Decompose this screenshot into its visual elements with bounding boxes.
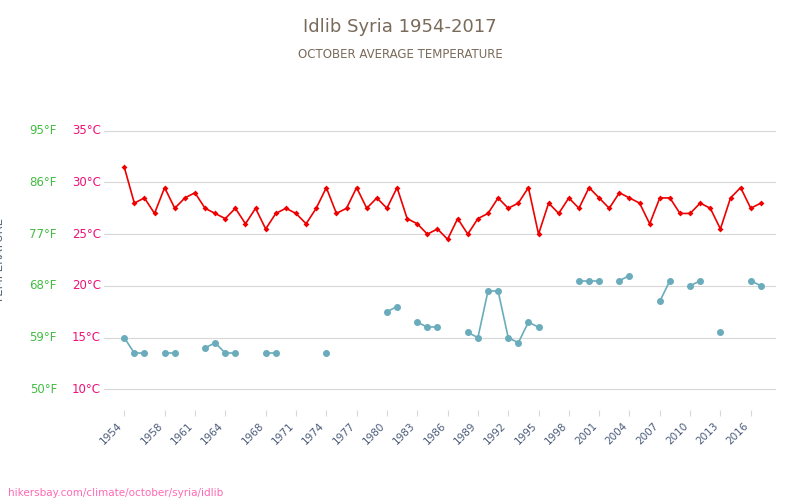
Text: 10°C: 10°C <box>72 383 101 396</box>
Text: OCTOBER AVERAGE TEMPERATURE: OCTOBER AVERAGE TEMPERATURE <box>298 48 502 60</box>
Text: Idlib Syria 1954-2017: Idlib Syria 1954-2017 <box>303 18 497 36</box>
Text: TEMPERATURE: TEMPERATURE <box>0 218 6 302</box>
Text: 15°C: 15°C <box>72 331 101 344</box>
Text: 68°F: 68°F <box>30 280 57 292</box>
Text: 59°F: 59°F <box>30 331 57 344</box>
Text: 20°C: 20°C <box>72 280 101 292</box>
Text: hikersbay.com/climate/october/syria/idlib: hikersbay.com/climate/october/syria/idli… <box>8 488 223 498</box>
Text: 30°C: 30°C <box>72 176 101 189</box>
Text: 50°F: 50°F <box>30 383 57 396</box>
Text: 25°C: 25°C <box>72 228 101 240</box>
Text: 86°F: 86°F <box>30 176 57 189</box>
Text: 95°F: 95°F <box>30 124 57 137</box>
Text: 35°C: 35°C <box>72 124 101 137</box>
Text: 77°F: 77°F <box>30 228 57 240</box>
